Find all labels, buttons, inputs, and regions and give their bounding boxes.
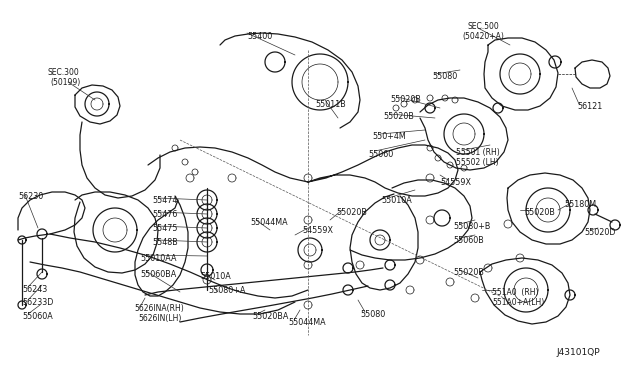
Text: 5548B: 5548B xyxy=(152,238,178,247)
Text: 55020B: 55020B xyxy=(453,268,484,277)
Text: 55475: 55475 xyxy=(152,224,177,233)
Text: 56230: 56230 xyxy=(18,192,44,201)
Polygon shape xyxy=(292,54,348,110)
Polygon shape xyxy=(197,232,217,252)
Text: 55020BA: 55020BA xyxy=(252,312,289,321)
Text: 56121: 56121 xyxy=(577,102,602,111)
Text: 55011B: 55011B xyxy=(315,100,346,109)
Text: 55044MA: 55044MA xyxy=(288,318,326,327)
Polygon shape xyxy=(37,229,47,239)
Polygon shape xyxy=(298,238,322,262)
Text: 55044MA: 55044MA xyxy=(250,218,287,227)
Text: SEC.500: SEC.500 xyxy=(468,22,500,31)
Polygon shape xyxy=(500,54,540,94)
Text: 55020B: 55020B xyxy=(390,95,421,104)
Text: 55010A: 55010A xyxy=(200,272,231,281)
Text: 55010A: 55010A xyxy=(381,196,412,205)
Text: 55476: 55476 xyxy=(152,210,177,219)
Polygon shape xyxy=(201,264,213,276)
Polygon shape xyxy=(85,92,109,116)
Text: 55060B: 55060B xyxy=(453,236,484,245)
Polygon shape xyxy=(444,114,484,154)
Text: 55060BA: 55060BA xyxy=(140,270,176,279)
Text: 55180M: 55180M xyxy=(564,200,596,209)
Text: 55010AA: 55010AA xyxy=(140,254,177,263)
Polygon shape xyxy=(197,218,217,238)
Text: 55080: 55080 xyxy=(360,310,385,319)
Polygon shape xyxy=(526,188,570,232)
Text: 54559X: 54559X xyxy=(302,226,333,235)
Text: 55020B: 55020B xyxy=(524,208,555,217)
Text: 551A0+A(LH): 551A0+A(LH) xyxy=(492,298,544,307)
Text: 55080: 55080 xyxy=(432,72,457,81)
Polygon shape xyxy=(504,268,548,312)
Text: 55502 (LH): 55502 (LH) xyxy=(456,158,499,167)
Text: 55060: 55060 xyxy=(368,150,393,159)
Polygon shape xyxy=(197,190,217,210)
Text: 551A0  (RH): 551A0 (RH) xyxy=(492,288,538,297)
Text: 55080+A: 55080+A xyxy=(208,286,245,295)
Text: J43101QP: J43101QP xyxy=(556,348,600,357)
Text: 55060A: 55060A xyxy=(22,312,52,321)
Text: 55020D: 55020D xyxy=(584,228,616,237)
Text: 5626IN(LH): 5626IN(LH) xyxy=(138,314,181,323)
Polygon shape xyxy=(197,204,217,224)
Text: 5626INA(RH): 5626INA(RH) xyxy=(134,304,184,313)
Text: 55020B: 55020B xyxy=(336,208,367,217)
Text: 55400: 55400 xyxy=(247,32,272,41)
Text: (50420+A): (50420+A) xyxy=(462,32,504,41)
Text: 55020B: 55020B xyxy=(383,112,414,121)
Text: 56233D: 56233D xyxy=(22,298,53,307)
Text: 56243: 56243 xyxy=(22,285,47,294)
Text: 550+4M: 550+4M xyxy=(372,132,406,141)
Text: 55474: 55474 xyxy=(152,196,177,205)
Polygon shape xyxy=(370,230,390,250)
Polygon shape xyxy=(93,208,137,252)
Text: 55080+B: 55080+B xyxy=(453,222,490,231)
Text: 55501 (RH): 55501 (RH) xyxy=(456,148,500,157)
Text: SEC.300: SEC.300 xyxy=(47,68,79,77)
Text: (50199): (50199) xyxy=(50,78,80,87)
Text: 54559X: 54559X xyxy=(440,178,471,187)
Polygon shape xyxy=(37,269,47,279)
